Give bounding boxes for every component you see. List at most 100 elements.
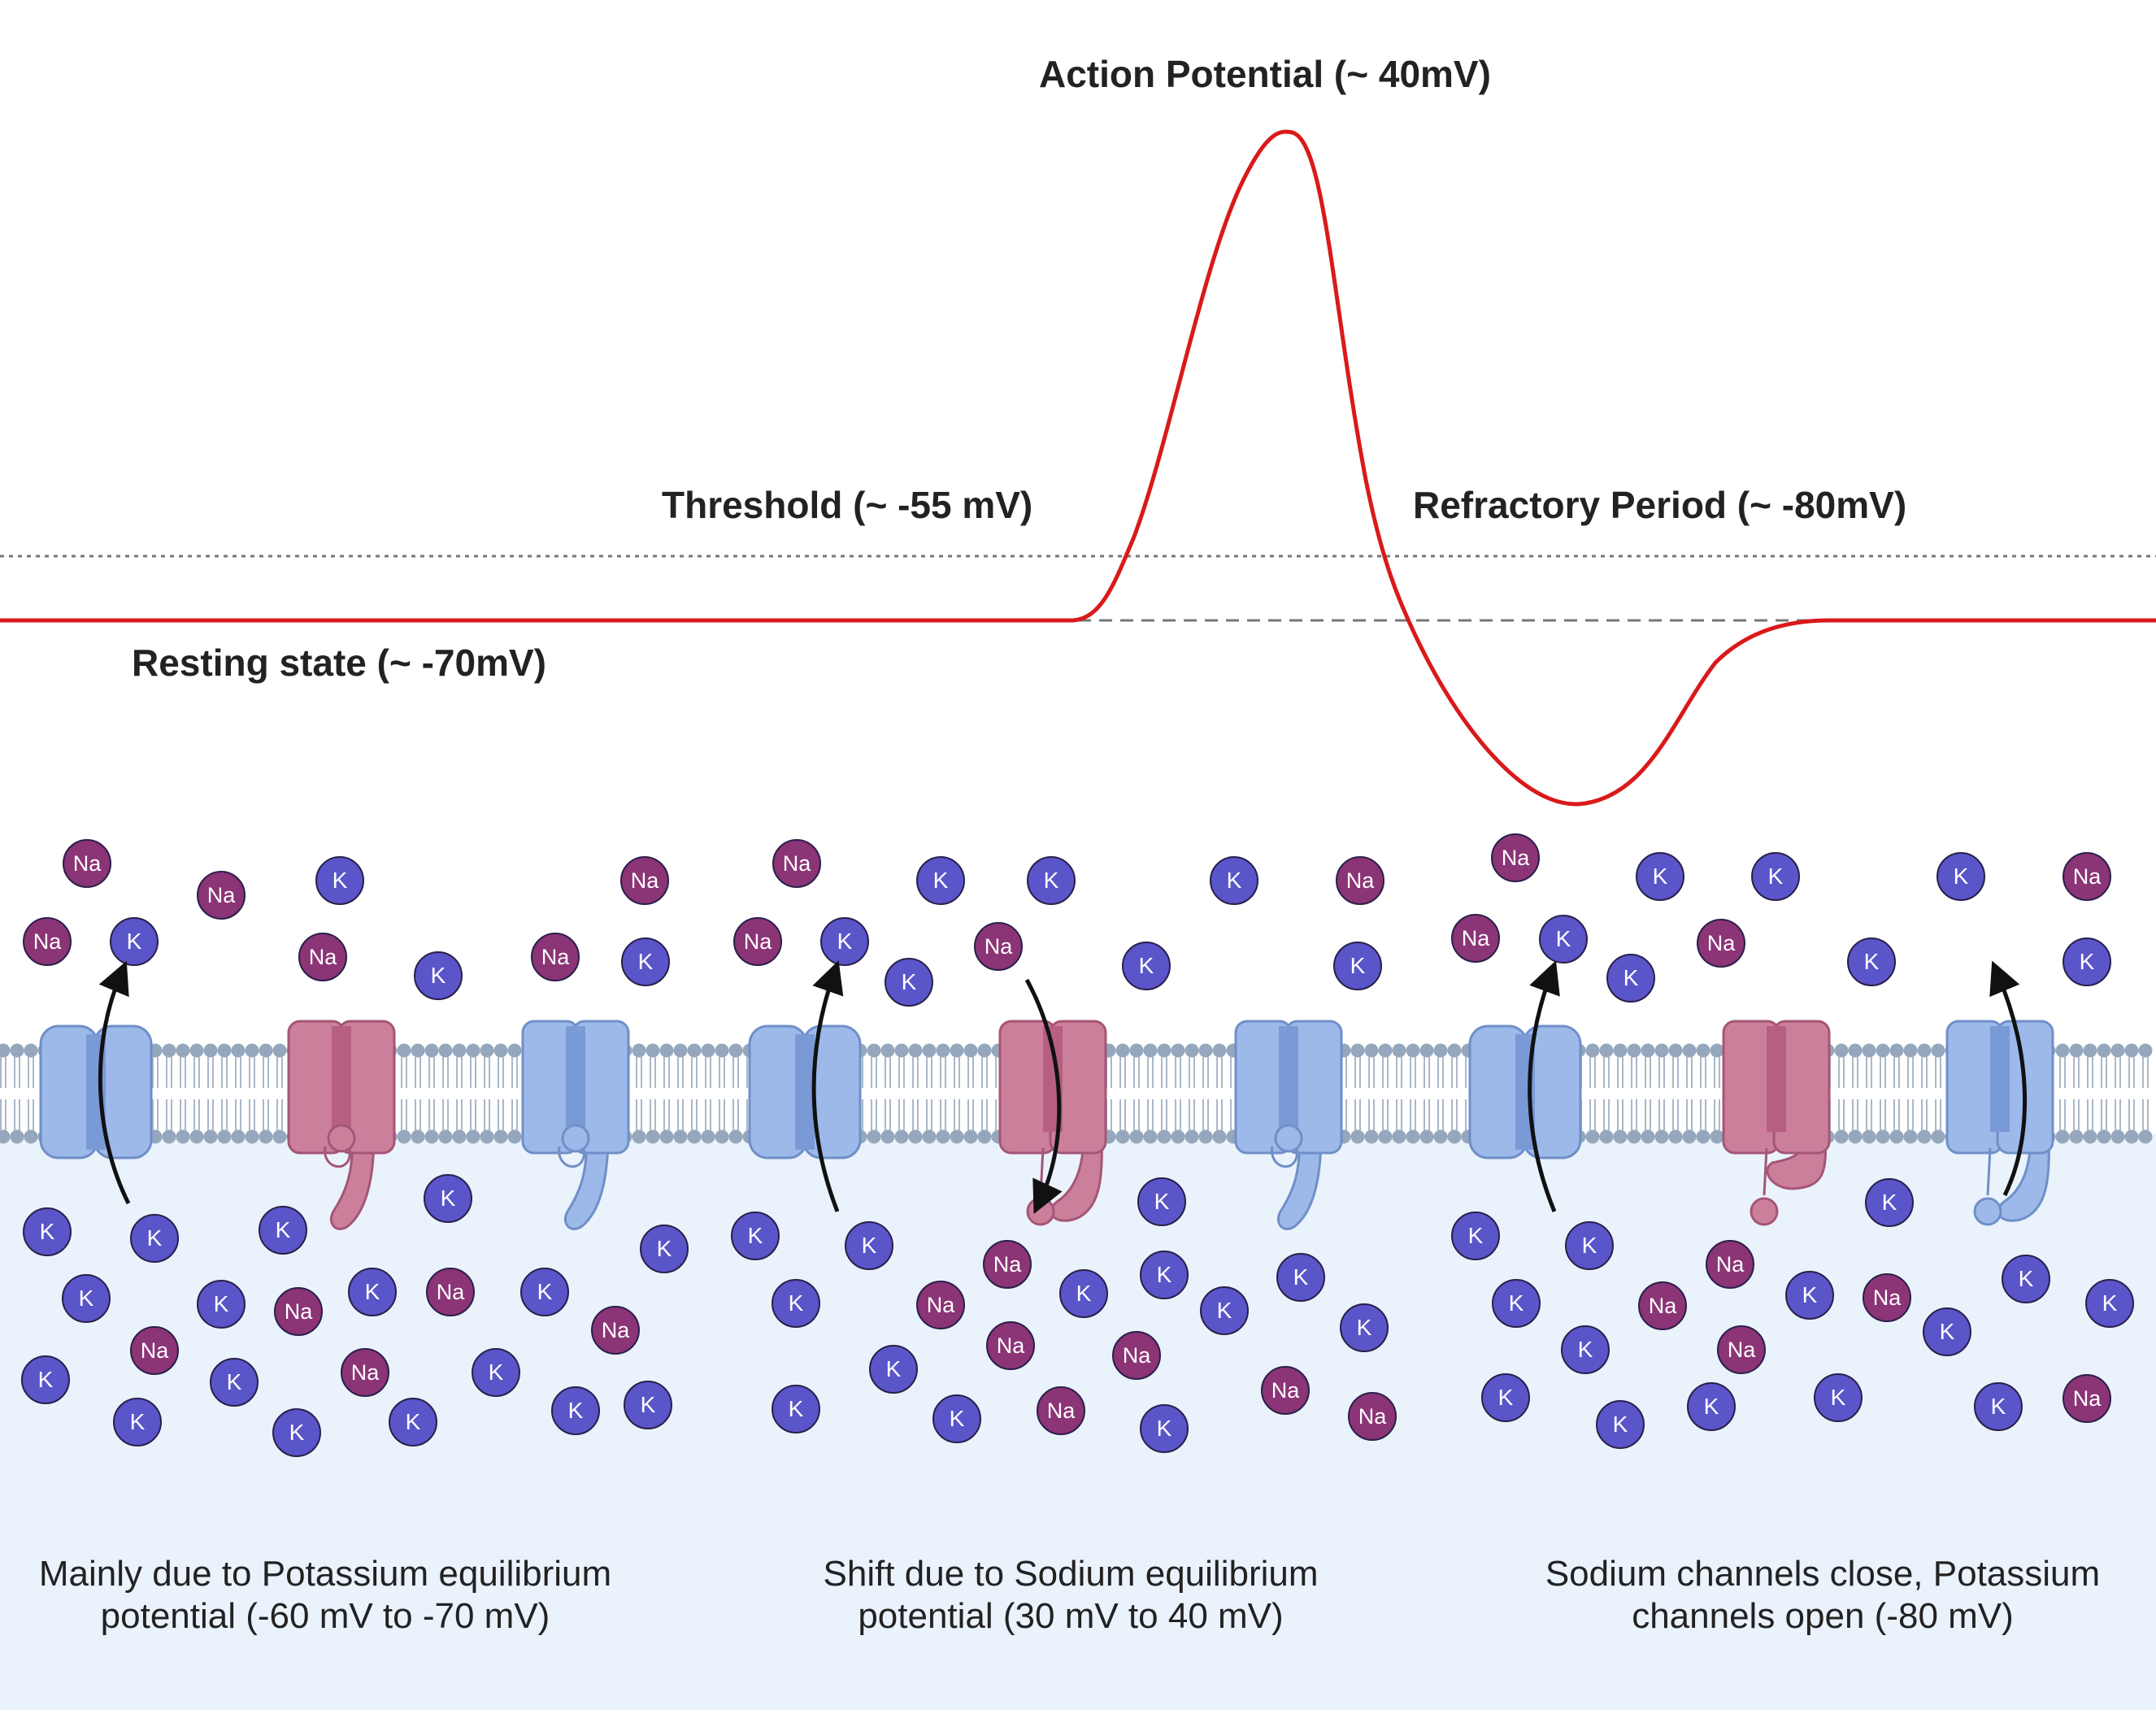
sodium-ion: Na [772,839,821,888]
potassium-ion: K [1200,1286,1249,1335]
ion-label: K [1217,1298,1232,1323]
lipid-head [1654,1043,1669,1058]
ion-label: K [38,1367,54,1392]
ion-label: Na [1707,931,1736,955]
lipid-head [2097,1043,2111,1058]
efflux-arrow [811,960,844,1212]
ion-label: K [1613,1412,1628,1437]
potassium-ion: K [1122,942,1171,990]
ion-label: K [1653,864,1668,889]
ion-label: Na [1502,846,1530,870]
lipid-head [728,1043,743,1058]
lipid-head [24,1043,38,1058]
influx-arrow [1024,978,1063,1215]
ion-label: K [40,1219,55,1244]
lipid-head [2124,1043,2139,1058]
lipid-head [397,1043,411,1058]
refractory-period-label: Refractory Period (~ -80mV) [1413,484,1907,526]
potassium-ion: K [110,917,159,966]
ion-label: K [127,929,142,954]
lipid-head [701,1129,715,1144]
potassium-ion: K [1451,1212,1500,1260]
lipid-head [1903,1043,1918,1058]
lipid-head [1668,1043,1683,1058]
caption-repolarization-line1: Sodium channels close, Potassium [1545,1554,2101,1594]
lipid-head [1654,1129,1669,1144]
lipid-head [1171,1129,1185,1144]
ion-label: Na [33,929,62,954]
lipid-head [1433,1129,1448,1144]
ion-label: Na [285,1299,313,1324]
ion-label: K [1556,926,1571,951]
lipid-head [2138,1129,2153,1144]
ion-label: Na [1649,1294,1677,1318]
lipid-head [645,1043,660,1058]
ion-label: K [933,868,949,893]
ion-label: Na [541,945,570,969]
ion-label: K [1357,1315,1372,1340]
caption-resting-line1: Mainly due to Potassium equilibrium [38,1554,612,1594]
sodium-ion: Na [1451,914,1500,963]
ion-label: Na [927,1293,955,1317]
lipid-head [963,1043,978,1058]
potassium-ion: K [389,1398,437,1446]
potassium-ion: K [259,1206,307,1255]
lipid-head [977,1129,992,1144]
ion-label: Na [207,883,236,907]
potassium-ion: K [62,1274,111,1323]
lipid-head [1157,1129,1171,1144]
sodium-ion: Na [1638,1281,1687,1330]
potassium-ion: K [1865,1178,1914,1227]
ion-label: Na [1271,1378,1300,1403]
lipid-head [272,1129,287,1144]
potassium-ion: K [1606,954,1655,1003]
ion-label: K [1582,1233,1597,1258]
lipid-head [1143,1129,1158,1144]
ion-label: K [1954,864,1969,889]
ion-label: K [2080,949,2095,974]
sodium-ion: Na [1348,1392,1397,1441]
ion-label: K [1350,953,1366,978]
lipid-head [10,1043,24,1058]
potassium-ion: K [1027,856,1076,905]
lipid-head [1889,1129,1904,1144]
ion-label: K [365,1279,380,1304]
ion-label: Na [1123,1343,1151,1368]
potassium-ion: K [520,1268,569,1316]
potassium-ion: K [932,1394,981,1443]
lipid-head [1876,1129,1890,1144]
lipid-head [1585,1043,1600,1058]
lipid-head [1212,1043,1227,1058]
lipid-head [2097,1129,2111,1144]
ion-label: Na [985,934,1013,959]
sodium-ion: Na [341,1348,389,1397]
potassium-ion: K [197,1280,246,1329]
lipid-head [507,1043,522,1058]
potassium-ion: K [1751,852,1800,901]
lipid-head [1613,1043,1628,1058]
sodium-ion: Na [197,871,246,920]
lipid-head [2124,1129,2139,1144]
lipid-head [894,1129,909,1144]
lipid-head [894,1043,909,1058]
ion-label: K [1802,1282,1818,1307]
sodium-ion: Na [620,856,669,905]
ion-label: K [638,949,654,974]
lipid-head [867,1043,881,1058]
ion-label: K [1509,1290,1524,1316]
lipid-head [1143,1043,1158,1058]
sodium-ion: Na [1491,833,1540,882]
lipid-head [632,1129,646,1144]
ion-label: Na [1346,868,1375,893]
ion-label: K [214,1291,229,1316]
lipid-head [1129,1129,1144,1144]
efflux-arrow [98,960,131,1205]
potassium-ion: K [210,1358,259,1407]
lipid-head [1876,1043,1890,1058]
lipid-head [2055,1043,2070,1058]
lipid-head [1696,1043,1710,1058]
inactivation-gate [561,1124,590,1153]
potassium-ion: K [1137,1177,1186,1226]
potassium-ion: K [23,1207,72,1256]
